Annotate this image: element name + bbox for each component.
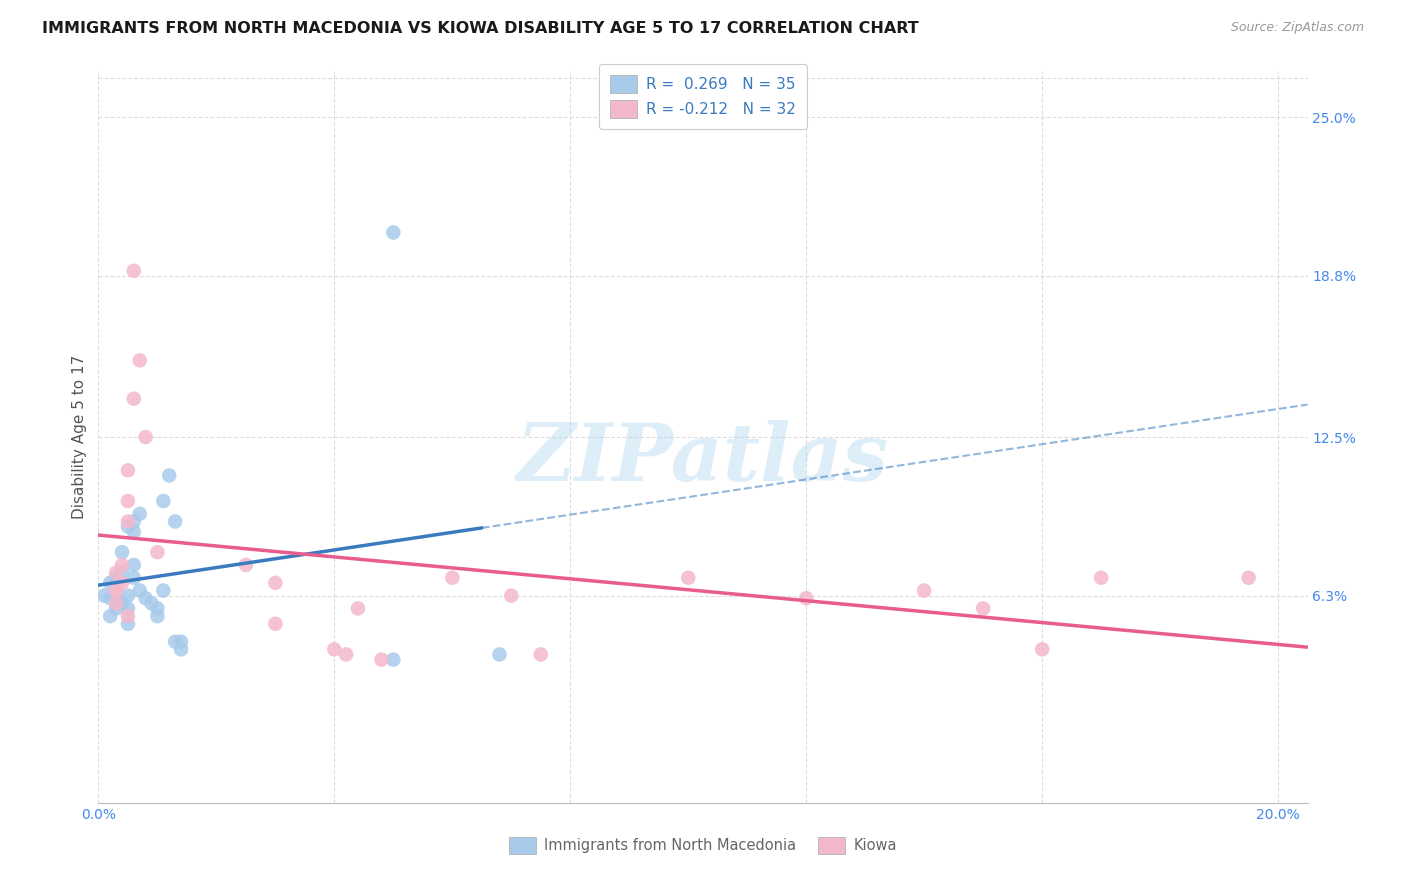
- Point: [235, 558, 257, 572]
- Point: [135, 591, 157, 606]
- Point: [323, 642, 346, 657]
- Point: [128, 583, 150, 598]
- Point: [111, 558, 134, 572]
- Point: [972, 601, 994, 615]
- Point: [157, 468, 180, 483]
- Point: [117, 494, 139, 508]
- Point: [105, 583, 128, 598]
- Point: [501, 589, 523, 603]
- Point: [170, 634, 193, 648]
- Point: [117, 519, 139, 533]
- Point: [128, 353, 150, 368]
- Text: IMMIGRANTS FROM NORTH MACEDONIA VS KIOWA DISABILITY AGE 5 TO 17 CORRELATION CHAR: IMMIGRANTS FROM NORTH MACEDONIA VS KIOWA…: [42, 21, 920, 36]
- Point: [794, 591, 817, 606]
- Point: [117, 616, 139, 631]
- Point: [1031, 642, 1053, 657]
- Text: Source: ZipAtlas.com: Source: ZipAtlas.com: [1230, 21, 1364, 34]
- Point: [912, 583, 935, 598]
- Point: [93, 589, 115, 603]
- Point: [105, 571, 128, 585]
- Point: [98, 609, 121, 624]
- Point: [117, 515, 139, 529]
- Point: [105, 583, 128, 598]
- Point: [1090, 571, 1112, 585]
- Text: ZIPatlas: ZIPatlas: [517, 420, 889, 498]
- Point: [105, 583, 128, 598]
- Point: [111, 596, 134, 610]
- Point: [335, 648, 357, 662]
- Point: [165, 634, 187, 648]
- Point: [146, 601, 169, 615]
- Point: [141, 596, 163, 610]
- Point: [1237, 571, 1260, 585]
- Point: [117, 589, 139, 603]
- Point: [678, 571, 700, 585]
- Point: [165, 515, 187, 529]
- Point: [111, 545, 134, 559]
- Point: [117, 463, 139, 477]
- Point: [122, 264, 145, 278]
- Point: [146, 609, 169, 624]
- Point: [382, 652, 405, 666]
- Point: [441, 571, 464, 585]
- Point: [105, 566, 128, 580]
- Point: [105, 591, 128, 606]
- Y-axis label: Disability Age 5 to 17: Disability Age 5 to 17: [72, 355, 87, 519]
- Point: [122, 515, 145, 529]
- Point: [264, 616, 287, 631]
- Point: [117, 609, 139, 624]
- Point: [170, 642, 193, 657]
- Point: [122, 392, 145, 406]
- Point: [117, 601, 139, 615]
- Point: [105, 596, 128, 610]
- Point: [111, 566, 134, 580]
- Point: [347, 601, 370, 615]
- Point: [98, 575, 121, 590]
- Point: [122, 571, 145, 585]
- Legend: Immigrants from North Macedonia, Kiowa: Immigrants from North Macedonia, Kiowa: [502, 830, 904, 862]
- Point: [488, 648, 510, 662]
- Point: [152, 494, 174, 508]
- Point: [122, 558, 145, 572]
- Point: [530, 648, 553, 662]
- Point: [382, 226, 405, 240]
- Point: [111, 575, 134, 590]
- Point: [370, 652, 392, 666]
- Point: [98, 591, 121, 606]
- Point: [152, 583, 174, 598]
- Point: [135, 430, 157, 444]
- Point: [128, 507, 150, 521]
- Point: [105, 601, 128, 615]
- Point: [146, 545, 169, 559]
- Point: [122, 524, 145, 539]
- Point: [264, 575, 287, 590]
